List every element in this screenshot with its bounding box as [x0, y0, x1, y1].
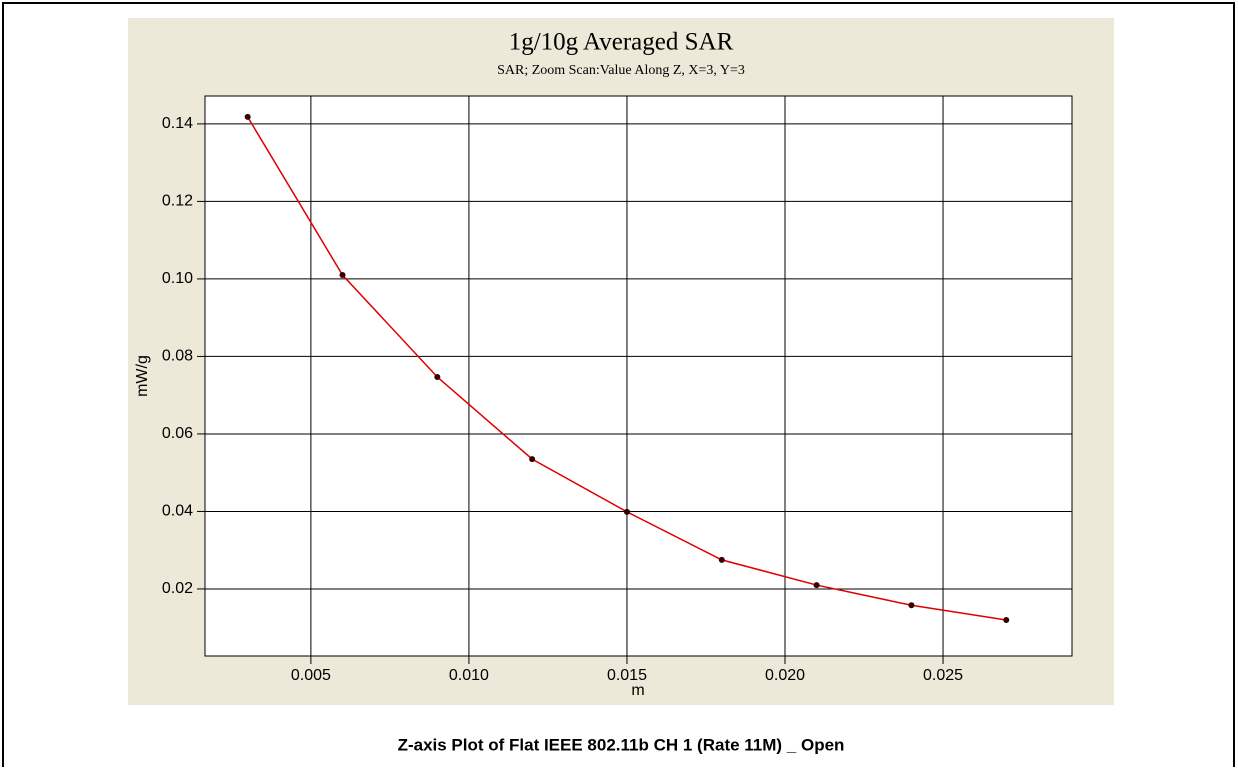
x-tick-label: 0.015	[607, 667, 647, 684]
x-tick-label: 0.010	[449, 667, 489, 684]
data-point	[529, 456, 536, 463]
y-tick-label: 0.12	[162, 193, 193, 210]
x-tick-label: 0.005	[291, 667, 331, 684]
y-tick-label: 0.04	[162, 503, 193, 520]
data-point	[244, 113, 251, 120]
caption: Z-axis Plot of Flat IEEE 802.11b CH 1 (R…	[398, 735, 845, 754]
x-axis-label: m	[631, 682, 644, 699]
y-tick-label: 0.08	[162, 348, 193, 365]
y-tick-label: 0.10	[162, 270, 193, 287]
data-point	[813, 582, 820, 589]
data-point	[623, 508, 630, 515]
x-tick-label: 0.020	[765, 667, 805, 684]
y-tick-label: 0.06	[162, 425, 193, 442]
plot-area	[204, 95, 1073, 657]
data-point	[339, 272, 346, 279]
y-tick-label: 0.14	[162, 115, 193, 132]
y-tick-label: 0.02	[162, 580, 193, 597]
data-point	[718, 556, 725, 563]
chart-subtitle: SAR; Zoom Scan:Value Along Z, X=3, Y=3	[497, 63, 745, 78]
data-point	[1003, 616, 1010, 623]
data-point	[434, 373, 441, 380]
data-point	[908, 602, 915, 609]
chart-title: 1g/10g Averaged SAR	[509, 29, 734, 56]
x-tick-label: 0.025	[923, 667, 963, 684]
y-axis-label: mW/g	[134, 355, 151, 397]
